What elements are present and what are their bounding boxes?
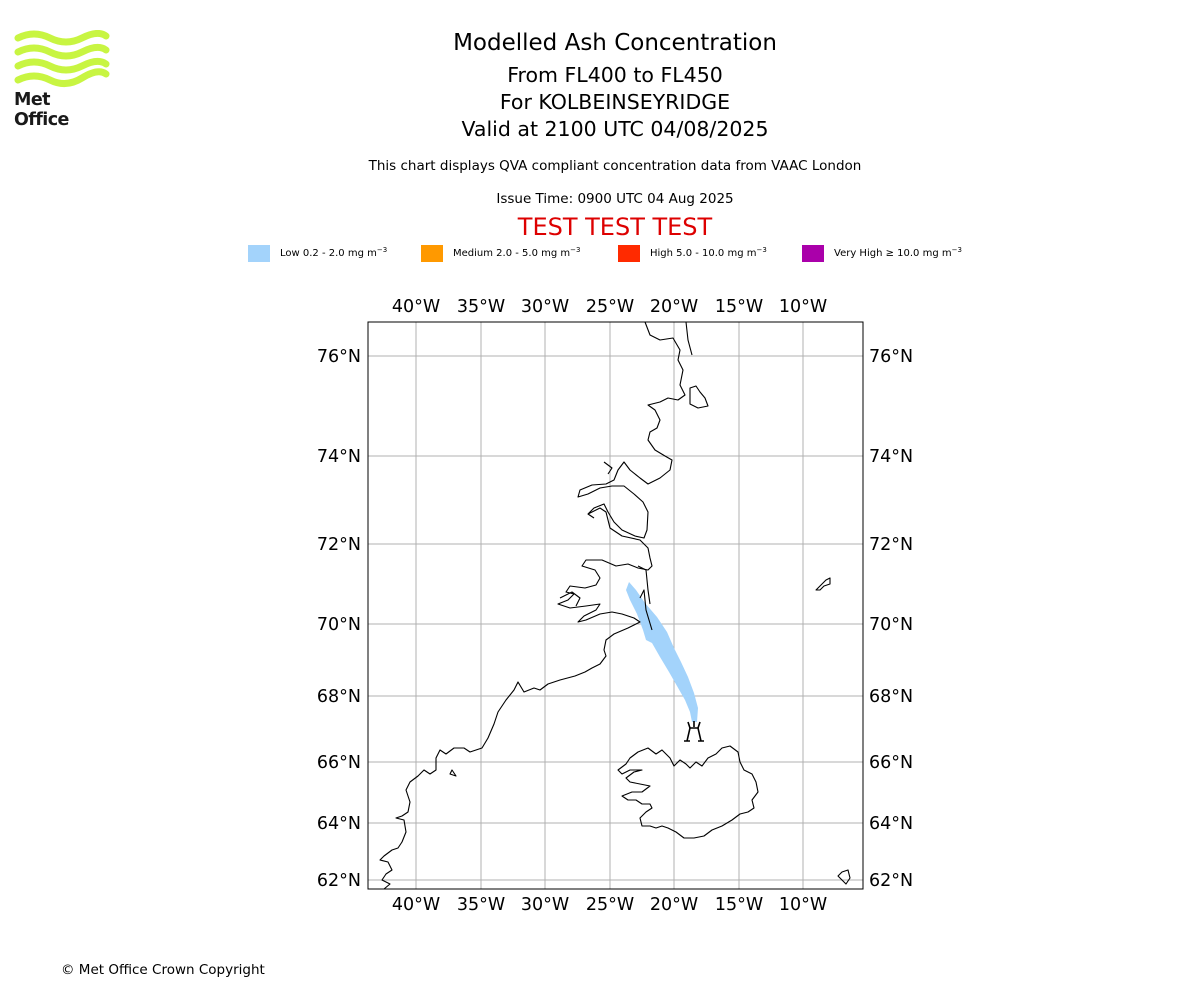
lat-label-left: 74°N — [317, 447, 361, 467]
legend-swatch-medium — [421, 245, 443, 262]
coastline-jan-mayen — [815, 577, 831, 591]
lat-label-left: 62°N — [317, 871, 361, 891]
lat-label-left: 76°N — [317, 347, 361, 367]
coastline-faroes — [837, 869, 851, 885]
map-frame — [367, 321, 864, 890]
lat-label-left: 66°N — [317, 753, 361, 773]
lon-label-top: 30°W — [521, 297, 569, 317]
lon-label-bottom: 35°W — [457, 895, 505, 915]
lon-label-bottom: 20°W — [650, 895, 698, 915]
test-banner: TEST TEST TEST — [517, 213, 713, 241]
legend-swatch-high — [618, 245, 640, 262]
lat-label-left: 68°N — [317, 687, 361, 707]
chart-description: This chart displays QVA compliant concen… — [368, 158, 862, 174]
met-office-logo: Met Office — [14, 29, 110, 130]
lon-label-bottom: 15°W — [715, 895, 763, 915]
lat-label-right: 68°N — [869, 687, 913, 707]
volcano-name: For KOLBEINSEYRIDGE — [499, 90, 731, 114]
coastline-iceland — [617, 745, 759, 839]
map-gridlines — [368, 322, 863, 889]
lon-label-top: 25°W — [586, 297, 634, 317]
flight-level-range: From FL400 to FL450 — [507, 63, 723, 87]
lon-label-bottom: 40°W — [392, 895, 440, 915]
lon-label-top: 10°W — [779, 297, 827, 317]
wave-logo-icon — [14, 29, 110, 87]
volcano-icon — [684, 721, 704, 742]
legend-label-high: High 5.0 - 10.0 mg m−3 — [650, 246, 767, 259]
lat-label-right: 76°N — [869, 347, 913, 367]
chart-title: Modelled Ash Concentration — [453, 30, 777, 56]
lon-label-top: 15°W — [715, 297, 763, 317]
lat-label-left: 70°N — [317, 615, 361, 635]
lon-label-top: 20°W — [650, 297, 698, 317]
ash-plume-low — [626, 582, 698, 722]
lat-label-right: 72°N — [869, 535, 913, 555]
valid-time: Valid at 2100 UTC 04/08/2025 — [461, 117, 769, 141]
coastline-greenland — [379, 321, 686, 890]
lat-labels: 76°N 74°N 72°N 70°N 68°N 66°N 64°N 62°N … — [317, 347, 913, 891]
lat-label-right: 74°N — [869, 447, 913, 467]
legend-label-medium: Medium 2.0 - 5.0 mg m−3 — [453, 246, 581, 259]
lat-label-right: 66°N — [869, 753, 913, 773]
lon-label-top: 40°W — [392, 297, 440, 317]
legend-label-low: Low 0.2 - 2.0 mg m−3 — [280, 246, 388, 259]
lat-label-right: 70°N — [869, 615, 913, 635]
logo-text: Met Office — [14, 90, 69, 130]
coastlines — [379, 321, 851, 890]
copyright-notice: © Met Office Crown Copyright — [61, 962, 265, 978]
lon-label-top: 35°W — [457, 297, 505, 317]
legend-swatch-very-high — [802, 245, 824, 262]
lat-label-right: 64°N — [869, 814, 913, 834]
lat-label-right: 62°N — [869, 871, 913, 891]
legend-swatch-low — [248, 245, 270, 262]
lon-labels: 40°W 35°W 30°W 25°W 20°W 15°W 10°W 40°W … — [392, 297, 827, 915]
lat-label-left: 64°N — [317, 814, 361, 834]
lon-label-bottom: 10°W — [779, 895, 827, 915]
lon-label-bottom: 25°W — [586, 895, 634, 915]
lon-label-bottom: 30°W — [521, 895, 569, 915]
lat-label-left: 72°N — [317, 535, 361, 555]
issue-time: Issue Time: 0900 UTC 04 Aug 2025 — [496, 191, 734, 207]
legend-label-very-high: Very High ≥ 10.0 mg m−3 — [834, 246, 962, 259]
